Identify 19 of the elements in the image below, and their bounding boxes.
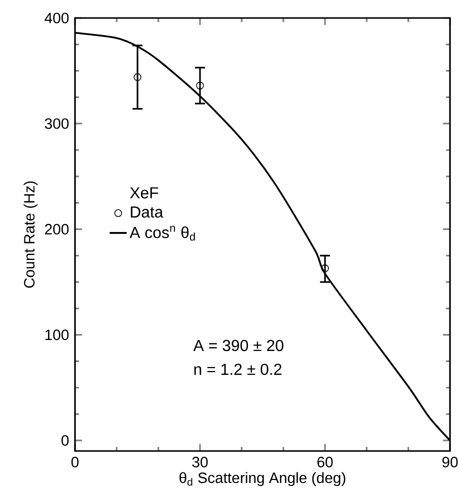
annotation: A = 390 ± 20 xyxy=(193,340,284,352)
y-tick-label: 100 xyxy=(45,330,69,340)
annotation: n = 1.2 ± 0.2 xyxy=(194,364,282,375)
y-tick-label: 400 xyxy=(44,12,69,24)
y-axis-title: Count Rate (Hz) xyxy=(24,181,38,288)
y-tick-label: 0 xyxy=(61,435,69,446)
point xyxy=(134,73,142,82)
point xyxy=(196,82,204,90)
x-tick-label: 30 xyxy=(192,456,208,468)
legend-label: Data xyxy=(130,206,164,218)
y-tick-label: 200 xyxy=(45,224,69,235)
legend-label: A cos$^{n}$ θ$_{d}$ xyxy=(130,226,195,241)
x-tick-label: 90 xyxy=(442,456,458,468)
y-tick-label: 300 xyxy=(44,118,69,129)
x-axis-title: θ$_{d}$ Scattering Angle (deg) xyxy=(180,472,346,486)
point xyxy=(321,264,329,272)
x-tick-label: 0 xyxy=(71,456,79,468)
legend-title: XeF xyxy=(130,187,158,198)
x-tick-label: 60 xyxy=(317,456,333,468)
